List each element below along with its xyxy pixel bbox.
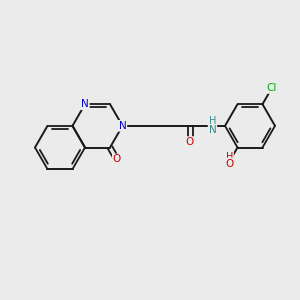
Text: H: H: [226, 152, 233, 162]
Text: N: N: [81, 99, 89, 109]
Text: O: O: [225, 159, 233, 169]
Text: N: N: [208, 125, 216, 135]
Text: N: N: [118, 121, 126, 131]
Text: Cl: Cl: [267, 83, 277, 93]
Text: O: O: [113, 154, 121, 164]
Text: H: H: [209, 116, 216, 126]
Text: O: O: [186, 137, 194, 147]
